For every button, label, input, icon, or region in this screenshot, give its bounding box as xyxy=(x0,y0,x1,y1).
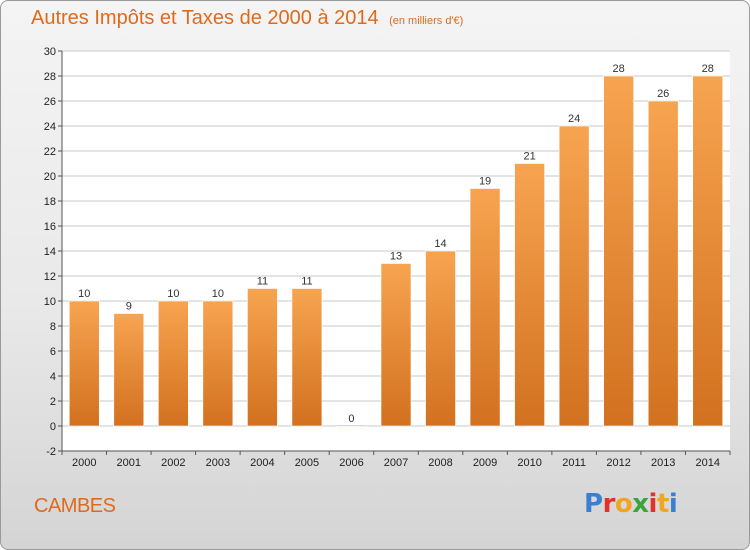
x-tick-label: 2004 xyxy=(250,457,274,469)
logo-letter: P xyxy=(584,489,603,519)
bar xyxy=(514,163,545,427)
y-tick-label: -2 xyxy=(46,446,56,458)
x-tick-label: 2000 xyxy=(72,457,96,469)
y-tick-label: 22 xyxy=(44,146,56,158)
data-label: 24 xyxy=(568,113,580,125)
data-label: 28 xyxy=(702,63,714,75)
logo-letter: x xyxy=(632,489,649,519)
data-label: 10 xyxy=(78,288,90,300)
y-tick-label: 2 xyxy=(50,396,56,408)
data-label: 19 xyxy=(479,176,491,188)
logo-letter: o xyxy=(614,489,633,519)
x-tick-label: 2011 xyxy=(562,457,586,469)
x-tick-label: 2001 xyxy=(117,457,141,469)
bar xyxy=(692,75,724,427)
bars xyxy=(68,75,724,427)
bar xyxy=(425,250,456,427)
y-tick-label: 8 xyxy=(50,321,56,333)
logo-letter: i xyxy=(668,489,678,519)
y-tick-label: 26 xyxy=(44,96,56,108)
data-label: 14 xyxy=(434,238,446,250)
x-tick-label: 2012 xyxy=(606,457,630,469)
bar xyxy=(202,300,234,427)
proxiti-logo[interactable]: Proxiti xyxy=(584,489,678,519)
y-tick-label: 12 xyxy=(44,271,56,283)
chart-title: Autres Impôts et Taxes de 2000 à 2014 xyxy=(31,7,379,29)
data-label: 10 xyxy=(212,288,224,300)
data-label: 11 xyxy=(301,276,312,288)
bar xyxy=(113,313,145,427)
y-tick-label: 16 xyxy=(44,221,56,233)
y-tick-label: 30 xyxy=(44,46,56,58)
bar xyxy=(158,300,189,427)
chart-subtitle: (en milliers d'€) xyxy=(389,15,464,27)
bar xyxy=(68,300,100,427)
place-name: CAMBES xyxy=(34,495,116,517)
data-label: 9 xyxy=(126,301,132,313)
y-tick-label: 14 xyxy=(44,246,56,258)
x-tick-label: 2002 xyxy=(161,457,185,469)
y-tick-label: 0 xyxy=(50,421,56,433)
data-label: 21 xyxy=(523,151,535,163)
y-tick-label: 20 xyxy=(44,171,56,183)
title-group: Autres Impôts et Taxes de 2000 à 2014 (e… xyxy=(31,7,463,30)
x-tick-label: 2010 xyxy=(517,457,541,469)
x-tick-label: 2013 xyxy=(651,457,675,469)
x-tick-label: 2003 xyxy=(206,457,230,469)
data-label: 11 xyxy=(257,276,268,288)
x-tick-label: 2014 xyxy=(695,457,719,469)
y-tick-label: 24 xyxy=(44,121,56,133)
logo-letter: i xyxy=(648,489,658,519)
bar xyxy=(336,424,367,427)
logo-letter: r xyxy=(602,489,616,519)
bar xyxy=(291,288,323,427)
y-tick-label: 10 xyxy=(44,296,56,308)
x-tick-label: 2005 xyxy=(295,457,319,469)
x-tick-label: 2007 xyxy=(384,457,408,469)
bar xyxy=(603,75,634,427)
x-tick-label: 2009 xyxy=(473,457,497,469)
data-label: 10 xyxy=(167,288,179,300)
data-label: 26 xyxy=(657,88,669,100)
data-label: 0 xyxy=(348,413,354,425)
bar xyxy=(647,100,679,427)
data-label: 28 xyxy=(613,63,625,75)
bar xyxy=(469,188,501,427)
x-tick-label: 2006 xyxy=(339,457,363,469)
x-tick-label: 2008 xyxy=(428,457,452,469)
y-tick-label: 4 xyxy=(50,371,56,383)
bar xyxy=(247,288,278,427)
data-label: 13 xyxy=(390,251,402,263)
bar xyxy=(558,125,590,427)
data-labels: 10 9 10 10 11 11 0 13 14 19 21 24 28 26 28 xyxy=(78,63,714,425)
y-tick-label: 6 xyxy=(50,346,56,358)
y-tick-label: 28 xyxy=(44,71,56,83)
logo-letter: t xyxy=(656,489,669,519)
x-axis-ticks: 2000 2001 2002 2003 2004 2005 2006 2007 2008 2009… xyxy=(61,451,731,469)
y-tick-label: 18 xyxy=(44,196,56,208)
bar xyxy=(380,263,412,427)
